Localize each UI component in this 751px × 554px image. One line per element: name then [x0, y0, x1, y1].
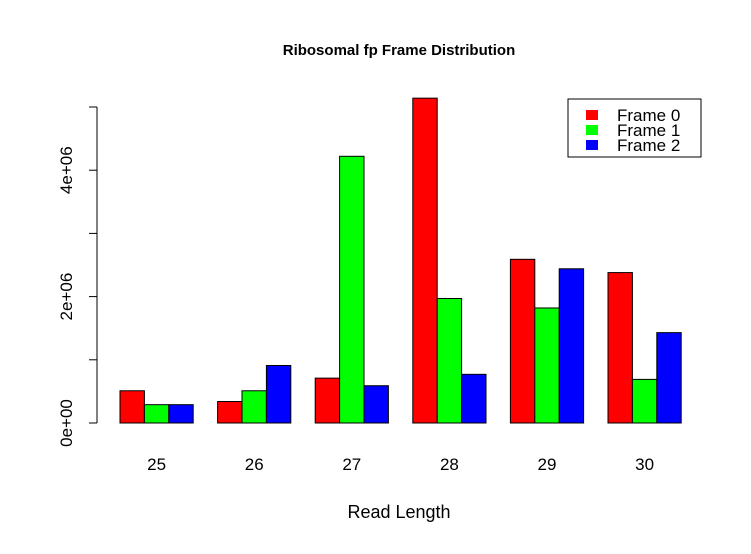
bar-25-frame-0 [119, 390, 145, 424]
bar-26-frame-1 [241, 390, 267, 424]
bar-28-frame-1 [436, 297, 463, 424]
x-tick-label: 30 [635, 455, 654, 474]
bar-28-frame-2 [461, 373, 487, 424]
bar-25-frame-2 [168, 404, 194, 424]
bar-26-frame-2 [265, 364, 292, 424]
y-tick-label: 4e+06 [57, 146, 76, 194]
bar-29-frame-2 [558, 268, 585, 424]
bars-group [119, 97, 682, 424]
bar-30-frame-1 [631, 378, 658, 424]
bar-29-frame-1 [534, 307, 560, 424]
legend-label: Frame 1 [617, 121, 680, 140]
bar-27-frame-2 [363, 385, 389, 424]
legend-label: Frame 2 [617, 136, 680, 155]
x-tick-label: 25 [147, 455, 166, 474]
bar-30-frame-0 [607, 272, 633, 424]
legend-label: Frame 0 [617, 106, 680, 125]
x-tick-label: 28 [440, 455, 459, 474]
bar-27-frame-0 [314, 377, 341, 424]
bar-30-frame-2 [656, 332, 682, 424]
y-tick-label: 2e+06 [57, 273, 76, 321]
bar-25-frame-1 [143, 404, 170, 424]
x-axis-label: Read Length [347, 502, 450, 522]
legend-swatch [586, 140, 598, 150]
x-tick-labels: 25 26 27 28 29 30 [147, 455, 654, 474]
x-tick-label: 27 [342, 455, 361, 474]
y-axis: 0e+00 2e+06 4e+06 [57, 106, 98, 447]
bar-27-frame-1 [339, 155, 365, 424]
y-tick-label: 0e+00 [57, 399, 76, 447]
x-tick-label: 26 [245, 455, 264, 474]
bar-26-frame-0 [217, 401, 243, 424]
chart-title: Ribosomal fp Frame Distribution [283, 42, 516, 59]
bar-28-frame-0 [412, 97, 438, 424]
x-tick-label: 29 [538, 455, 557, 474]
legend-swatch [586, 125, 598, 135]
bar-29-frame-0 [509, 258, 536, 424]
legend-swatch [586, 110, 598, 120]
